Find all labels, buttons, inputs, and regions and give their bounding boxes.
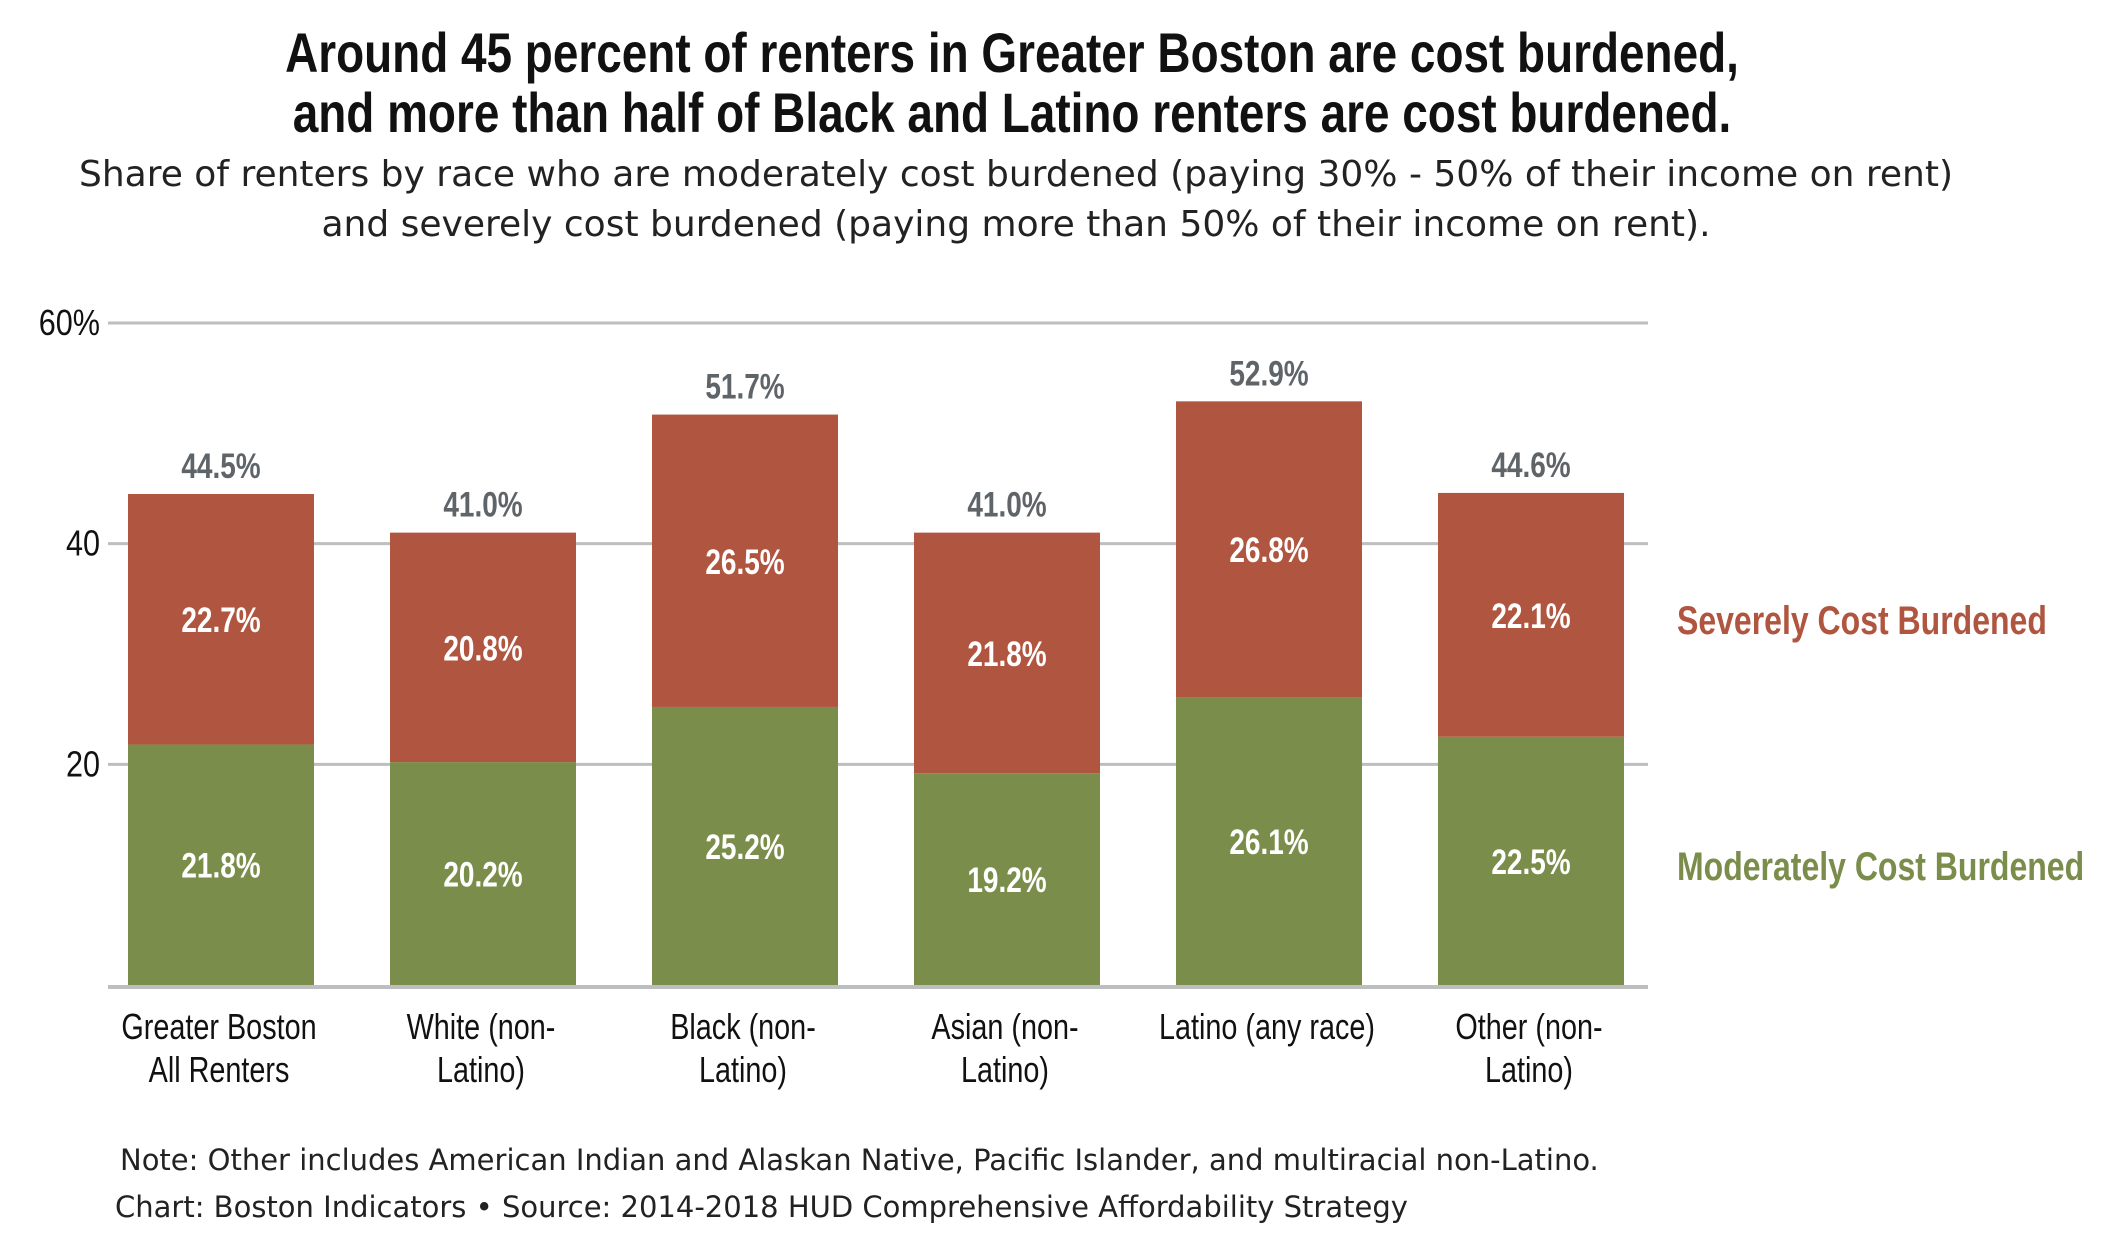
segment-label-group: 26.1% [1229, 822, 1308, 862]
total-label: 41.0% [967, 485, 1046, 525]
category-label: Black (non- [670, 1006, 816, 1047]
category-label-group: Latino (any race) [1159, 1006, 1375, 1047]
segment-label: 21.8% [181, 846, 260, 886]
segment-label: 20.8% [443, 628, 522, 668]
category-label-group: Latino) [961, 1049, 1049, 1090]
total-label: 52.9% [1229, 353, 1308, 393]
category-label: White (non- [407, 1006, 556, 1047]
chart-title: Around 45 percent of renters in Greater … [285, 22, 1739, 84]
category-label: Other (non- [1455, 1006, 1602, 1047]
chart-title-group: and more than half of Black and Latino r… [293, 82, 1732, 144]
total-label-group: 44.5% [181, 446, 260, 486]
category-label-group: Latino) [437, 1049, 525, 1090]
category-label-group: White (non- [407, 1006, 556, 1047]
segment-label-group: 22.1% [1491, 596, 1570, 636]
category-label: Asian (non- [931, 1006, 1078, 1047]
y-tick-label: 60% [39, 304, 100, 344]
category-label-group: All Renters [149, 1049, 290, 1090]
category-label: Latino) [961, 1049, 1049, 1090]
y-tick-label: 20 [66, 745, 100, 785]
total-label: 44.5% [181, 446, 260, 486]
legend-severe: Severely Cost Burdened [1677, 598, 2047, 643]
y-tick-label-group: 20 [66, 745, 100, 785]
bar-segment-severe [652, 414, 838, 707]
bar-segment-severe [1176, 401, 1362, 698]
category-label-group: Other (non- [1455, 1006, 1602, 1047]
total-label-group: 41.0% [443, 485, 522, 525]
segment-label: 22.5% [1491, 842, 1570, 882]
segment-label: 26.8% [1229, 530, 1308, 570]
segment-label-group: 26.5% [705, 542, 784, 582]
segment-label-group: 19.2% [967, 860, 1046, 900]
chart-source: Chart: Boston Indicators • Source: 2014-… [115, 1190, 1408, 1224]
segment-label: 26.5% [705, 542, 784, 582]
bar-segment-moderate [652, 706, 838, 985]
legend-moderate: Moderately Cost Burdened [1677, 844, 2084, 889]
category-label: Latino) [437, 1049, 525, 1090]
segment-label: 19.2% [967, 860, 1046, 900]
total-label: 44.6% [1491, 445, 1570, 485]
segment-label: 22.7% [181, 600, 260, 640]
segment-label-group: 22.7% [181, 600, 260, 640]
category-label: Latino (any race) [1159, 1006, 1375, 1047]
segment-label: 22.1% [1491, 596, 1570, 636]
category-label-group: Latino) [1485, 1049, 1573, 1090]
y-tick-label-group: 60% [39, 304, 100, 344]
segment-label: 20.2% [443, 855, 522, 895]
category-label-group: Asian (non- [931, 1006, 1078, 1047]
bar-segment-moderate [1176, 697, 1362, 985]
segment-label-group: 26.8% [1229, 530, 1308, 570]
total-label-group: 52.9% [1229, 353, 1308, 393]
total-label: 41.0% [443, 485, 522, 525]
total-label-group: 44.6% [1491, 445, 1570, 485]
bar-segment-moderate [128, 744, 314, 985]
segment-label-group: 20.8% [443, 628, 522, 668]
total-label-group: 41.0% [967, 485, 1046, 525]
legend-moderate-group: Moderately Cost Burdened [1677, 844, 2084, 889]
chart-subtitle: and severely cost burdened (paying more … [321, 204, 1710, 245]
segment-label: 21.8% [967, 634, 1046, 674]
total-label: 51.7% [705, 367, 784, 407]
segment-label: 25.2% [705, 827, 784, 867]
category-label-group: Black (non- [670, 1006, 816, 1047]
category-label-group: Latino) [699, 1049, 787, 1090]
segment-label-group: 25.2% [705, 827, 784, 867]
category-label: Latino) [1485, 1049, 1573, 1090]
bar-segment-moderate [1438, 736, 1624, 985]
chart-subtitle: Share of renters by race who are moderat… [79, 154, 1953, 195]
chart-title: and more than half of Black and Latino r… [293, 82, 1732, 144]
bar-segment-severe [914, 532, 1100, 774]
bar-segment-moderate [390, 762, 576, 985]
bar-segment-severe [390, 532, 576, 763]
y-tick-label: 40 [66, 524, 100, 564]
bar-segment-severe [1438, 492, 1624, 737]
legend-severe-group: Severely Cost Burdened [1677, 598, 2047, 643]
category-label: Latino) [699, 1049, 787, 1090]
segment-label-group: 20.2% [443, 855, 522, 895]
segment-label-group: 21.8% [181, 846, 260, 886]
category-label-group: Greater Boston [121, 1006, 316, 1047]
category-label: Greater Boston [121, 1006, 316, 1047]
bar-segment-severe [128, 494, 314, 745]
category-label: All Renters [149, 1049, 290, 1090]
chart-note: Note: Other includes American Indian and… [120, 1143, 1599, 1177]
y-tick-label-group: 40 [66, 524, 100, 564]
bar-segment-moderate [914, 773, 1100, 985]
segment-label-group: 21.8% [967, 634, 1046, 674]
total-label-group: 51.7% [705, 367, 784, 407]
segment-label: 26.1% [1229, 822, 1308, 862]
chart-title-group: Around 45 percent of renters in Greater … [285, 22, 1739, 84]
segment-label-group: 22.5% [1491, 842, 1570, 882]
